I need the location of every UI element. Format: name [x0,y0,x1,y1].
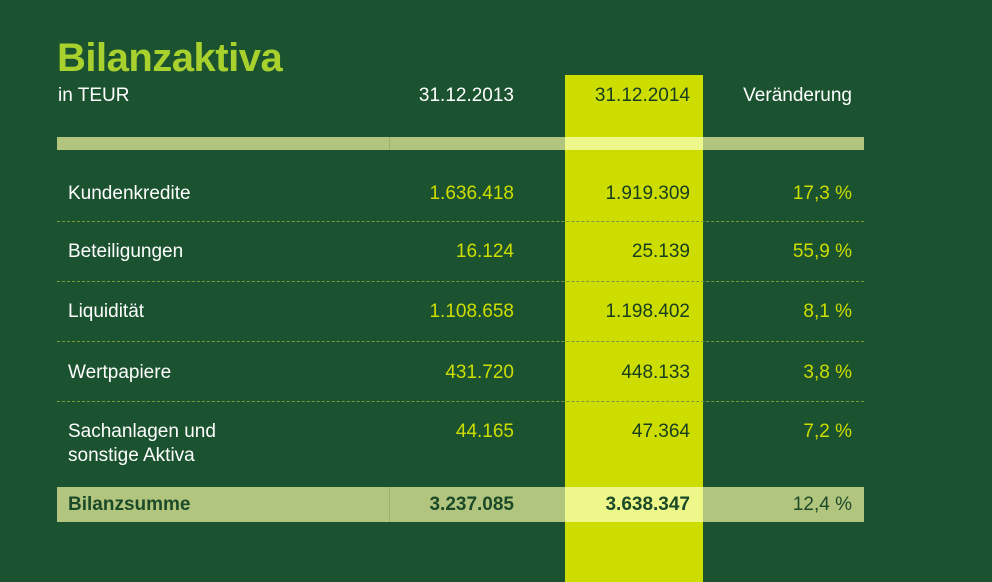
value-change: 7,2 % [803,421,852,442]
value-2014: 448.133 [621,362,690,383]
row-label-line-1: Sachanlagen und [68,421,216,442]
total-label: Bilanzsumme [68,494,191,515]
value-change: 55,9 % [792,241,852,262]
total-value-change: 12,4 % [792,494,852,515]
row-divider [57,401,864,402]
value-2014: 1.198.402 [605,301,690,322]
value-change: 8,1 % [803,301,852,322]
row-label: Wertpapiere [68,362,172,383]
page-title: Bilanzaktiva [57,36,283,80]
header-bar-highlight [565,137,703,150]
row-divider [57,221,864,222]
header-bar-separator [389,137,390,150]
value-2013: 1.108.658 [429,301,514,322]
value-2013: 431.720 [445,362,514,383]
row-label-line-2: sonstige Aktiva [68,445,195,466]
value-2014: 1.919.309 [605,183,690,204]
header-bar [57,137,864,150]
value-change: 17,3 % [792,183,852,204]
row-label: Kundenkredite [68,183,191,204]
unit-subtitle: in TEUR [58,85,130,106]
row-label: Liquidität [68,301,145,322]
row-divider [57,341,864,342]
column-header-change: Veränderung [743,85,852,106]
row-divider [57,281,864,282]
total-row: Bilanzsumme 3.237.085 3.638.347 12,4 % [57,487,864,522]
total-value-2014: 3.638.347 [605,494,690,515]
total-bar-separator [389,487,390,522]
column-header-2013: 31.12.2013 [418,85,514,106]
value-change: 3,8 % [803,362,852,383]
total-value-2013: 3.237.085 [429,494,514,515]
value-2014: 47.364 [631,421,690,442]
column-header-2014: 31.12.2014 [594,85,690,106]
value-2014: 25.139 [631,241,690,262]
value-2013: 44.165 [455,421,514,442]
value-2013: 16.124 [455,241,514,262]
value-2013: 1.636.418 [429,183,514,204]
row-label: Beteiligungen [68,241,184,262]
total-bar-highlight [565,487,703,522]
